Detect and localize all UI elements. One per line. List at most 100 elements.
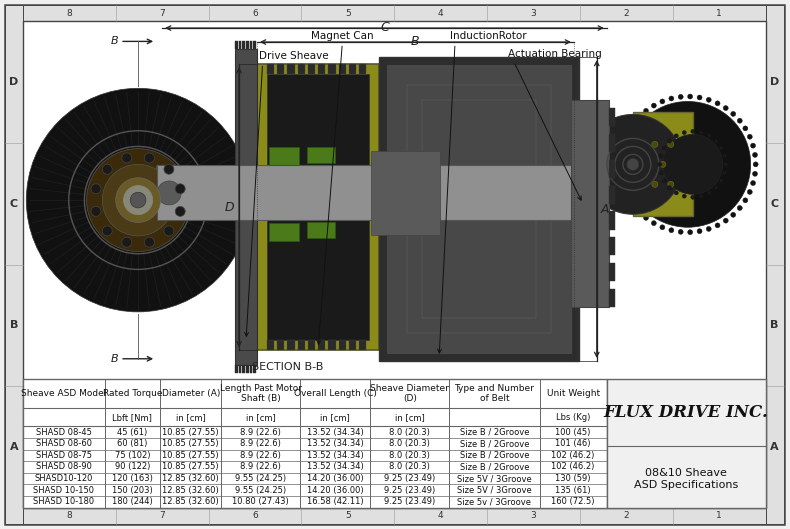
Bar <box>246 365 249 373</box>
Text: 8.9 (22.6): 8.9 (22.6) <box>240 439 281 448</box>
Circle shape <box>663 134 723 194</box>
Bar <box>607 379 766 507</box>
Text: 1: 1 <box>717 511 722 520</box>
Text: 10.85 (27.55): 10.85 (27.55) <box>163 462 219 471</box>
Text: in [cm]: in [cm] <box>321 413 350 422</box>
Text: Actuation Bearing: Actuation Bearing <box>508 49 601 59</box>
Circle shape <box>699 131 703 134</box>
Bar <box>371 151 440 235</box>
Text: 160 (72.5): 160 (72.5) <box>551 497 595 506</box>
Circle shape <box>102 165 174 236</box>
Bar <box>609 134 615 152</box>
Bar <box>318 340 325 350</box>
Text: Overall Length (C): Overall Length (C) <box>294 389 377 398</box>
Text: Size B / 2Groove: Size B / 2Groove <box>460 439 529 448</box>
Circle shape <box>750 180 755 186</box>
Text: FLUX DRIVE INC.: FLUX DRIVE INC. <box>604 404 769 421</box>
Text: 8.9 (22.6): 8.9 (22.6) <box>240 451 281 460</box>
Text: A: A <box>770 442 779 452</box>
Circle shape <box>637 209 641 214</box>
Text: 2: 2 <box>623 511 629 520</box>
Circle shape <box>723 171 727 175</box>
Text: 12.85 (32.60): 12.85 (32.60) <box>163 497 219 506</box>
Circle shape <box>743 198 748 203</box>
Bar <box>254 41 256 49</box>
Circle shape <box>145 237 154 247</box>
Bar <box>307 147 335 163</box>
Text: 150 (203): 150 (203) <box>112 486 152 495</box>
Text: Lbft [Nm]: Lbft [Nm] <box>112 413 152 422</box>
Bar <box>277 340 284 350</box>
Text: 12.85 (32.60): 12.85 (32.60) <box>163 474 219 483</box>
Circle shape <box>630 202 635 207</box>
Text: 10.80 (27.43): 10.80 (27.43) <box>232 497 289 506</box>
Circle shape <box>91 206 101 216</box>
Text: Unit Weight: Unit Weight <box>547 389 600 398</box>
Text: 6: 6 <box>252 9 258 18</box>
Circle shape <box>626 194 630 199</box>
Circle shape <box>651 221 656 226</box>
Circle shape <box>619 148 624 153</box>
Circle shape <box>658 162 662 166</box>
Circle shape <box>675 191 679 195</box>
Bar <box>633 112 693 216</box>
Bar <box>5 507 784 524</box>
Bar <box>157 166 574 221</box>
Circle shape <box>753 152 758 158</box>
Circle shape <box>731 212 735 217</box>
Text: InductionRotor: InductionRotor <box>450 31 527 41</box>
Text: 16.58 (42.11): 16.58 (42.11) <box>307 497 363 506</box>
Circle shape <box>660 161 666 167</box>
Bar <box>609 212 615 230</box>
Bar <box>359 65 367 74</box>
Bar <box>243 41 245 49</box>
Text: B: B <box>111 37 118 47</box>
Circle shape <box>669 227 674 233</box>
Circle shape <box>697 229 702 234</box>
Bar <box>609 160 615 178</box>
Text: 13.52 (34.34): 13.52 (34.34) <box>307 428 363 437</box>
Circle shape <box>660 99 665 104</box>
Circle shape <box>626 130 630 135</box>
Circle shape <box>164 226 174 236</box>
Bar <box>267 74 369 340</box>
Text: 4: 4 <box>438 9 443 18</box>
Circle shape <box>625 102 750 227</box>
Text: in [cm]: in [cm] <box>176 413 205 422</box>
Text: SHASD 08-90: SHASD 08-90 <box>36 462 92 471</box>
Bar <box>408 85 551 333</box>
Text: Size B / 2Groove: Size B / 2Groove <box>460 462 529 471</box>
Text: 8.0 (20.3): 8.0 (20.3) <box>389 439 430 448</box>
Text: SECTION B-B: SECTION B-B <box>252 362 323 372</box>
Text: Length Past Motor
Shaft (B): Length Past Motor Shaft (B) <box>220 384 302 403</box>
Circle shape <box>668 141 674 148</box>
Text: 9.55 (24.25): 9.55 (24.25) <box>235 486 287 495</box>
Text: 90 (122): 90 (122) <box>115 462 150 471</box>
Bar <box>267 65 274 74</box>
Circle shape <box>747 189 752 195</box>
Circle shape <box>753 171 758 176</box>
Bar <box>609 263 615 281</box>
Text: Sheave ASD Model: Sheave ASD Model <box>21 389 107 398</box>
Text: 180 (244): 180 (244) <box>112 497 152 506</box>
Bar <box>307 222 335 238</box>
Text: 5: 5 <box>345 9 351 18</box>
Text: 13.52 (34.34): 13.52 (34.34) <box>307 462 363 471</box>
Bar <box>243 365 245 373</box>
Circle shape <box>91 184 101 194</box>
Circle shape <box>123 186 152 215</box>
Text: 8: 8 <box>66 511 72 520</box>
Text: SHASD 08-45: SHASD 08-45 <box>36 428 92 437</box>
Text: 9.55 (24.25): 9.55 (24.25) <box>235 474 287 483</box>
Text: SHASD 08-75: SHASD 08-75 <box>36 451 92 460</box>
Text: 102 (46.2): 102 (46.2) <box>551 451 595 460</box>
Bar <box>250 365 252 373</box>
Text: 8.9 (22.6): 8.9 (22.6) <box>240 462 281 471</box>
Circle shape <box>731 112 735 116</box>
Bar <box>5 5 23 524</box>
Circle shape <box>122 153 132 163</box>
Circle shape <box>724 162 728 166</box>
Text: 7: 7 <box>160 9 165 18</box>
Text: 75 (102): 75 (102) <box>115 451 150 460</box>
Circle shape <box>714 186 718 189</box>
